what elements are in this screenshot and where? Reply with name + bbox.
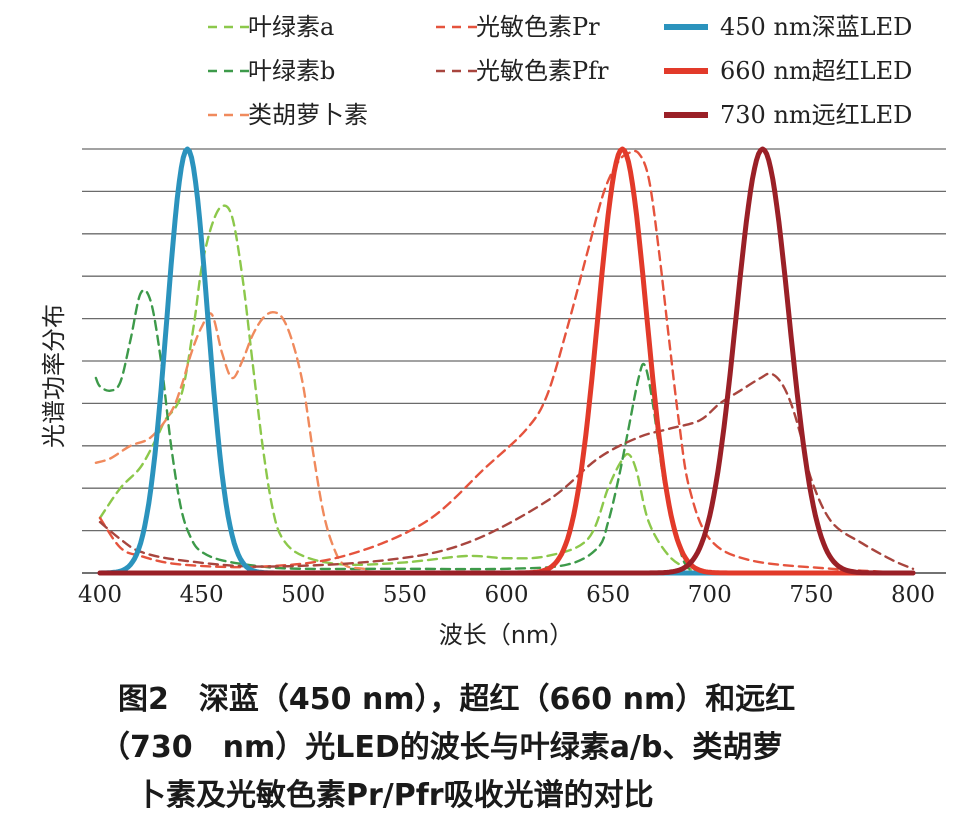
x-tick-label: 700 (688, 582, 732, 608)
legend-label: 光敏色素Pfr (476, 57, 609, 85)
x-tick-label: 400 (78, 582, 122, 608)
series-line-5 (98, 372, 915, 570)
legend-label: 450 nm深蓝LED (720, 13, 912, 41)
spectrum-chart: 叶绿素a 叶绿素b 类胡萝卜素 光敏色素Pr 光敏色素Pfr 450 nm深蓝LED 660… (40, 13, 946, 649)
series-layer (94, 146, 916, 576)
legend-label: 光敏色素Pr (476, 13, 600, 41)
x-tick-label: 550 (383, 582, 427, 608)
x-tick-label: 500 (281, 582, 325, 608)
x-tick-label: 600 (485, 582, 529, 608)
x-tick-label: 450 (180, 582, 224, 608)
x-axis-ticks: 400 450 500 550 600 650 700 750 800 (78, 582, 935, 608)
legend-label: 叶绿素a (248, 13, 334, 41)
series-line-8 (97, 146, 916, 576)
legend-label: 叶绿素b (248, 57, 335, 85)
x-tick-label: 800 (891, 582, 935, 608)
series-line-1 (98, 204, 915, 575)
legend-label: 730 nm远红LED (720, 101, 912, 129)
caption-line-3: 卜素及光敏色素Pr/Pfr吸收光谱的对比 (136, 778, 654, 813)
series-line-3 (94, 311, 915, 575)
caption-line-2: （730 nm）光LED的波长与叶绿素a/b、类胡萝 (100, 730, 783, 765)
x-axis-title: 波长（nm） (439, 621, 574, 649)
legend-label: 类胡萝卜素 (248, 101, 368, 129)
legend: 叶绿素a 叶绿素b 类胡萝卜素 光敏色素Pr 光敏色素Pfr 450 nm深蓝LED 660… (208, 13, 912, 129)
x-tick-label: 650 (586, 582, 630, 608)
legend-label: 660 nm超红LED (720, 57, 912, 85)
series-line-4 (98, 149, 915, 575)
figure-caption: 图2 深蓝（450 nm），超红（660 nm）和远红 （730 nm）光LED… (40, 676, 920, 820)
y-axis-title: 光谱功率分布 (40, 304, 68, 448)
caption-line-1: 图2 深蓝（450 nm），超红（660 nm）和远红 (118, 682, 796, 717)
x-tick-label: 750 (789, 582, 833, 608)
